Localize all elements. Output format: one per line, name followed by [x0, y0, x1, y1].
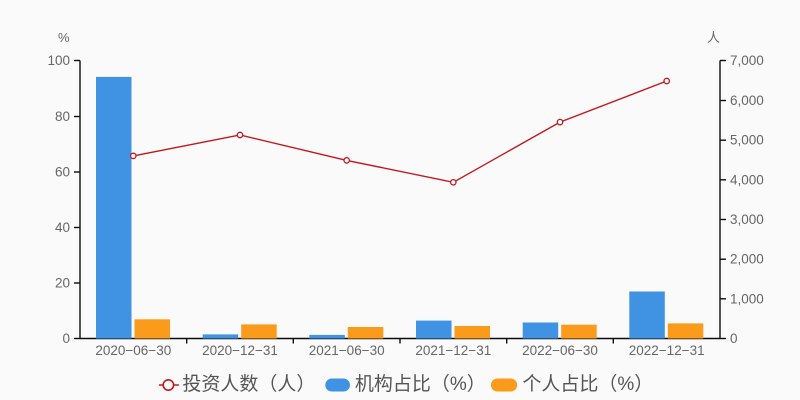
svg-text:60: 60 — [55, 165, 70, 180]
svg-text:7,000: 7,000 — [730, 53, 764, 68]
svg-text:2020−12−31: 2020−12−31 — [202, 343, 278, 358]
svg-text:0: 0 — [730, 331, 738, 346]
svg-text:2021−12−31: 2021−12−31 — [415, 343, 491, 358]
svg-text:2021−06−30: 2021−06−30 — [309, 343, 385, 358]
svg-text:1,000: 1,000 — [730, 291, 764, 306]
svg-text:20: 20 — [55, 276, 70, 291]
svg-text:2022−12−31: 2022−12−31 — [629, 343, 705, 358]
svg-text:%: % — [58, 30, 70, 45]
svg-text:5,000: 5,000 — [730, 133, 764, 148]
svg-text:人: 人 — [707, 30, 720, 45]
svg-text:2022−06−30: 2022−06−30 — [522, 343, 598, 358]
svg-text:4,000: 4,000 — [730, 172, 764, 187]
svg-text:个人占比（%）: 个人占比（%） — [522, 373, 653, 395]
svg-text:100: 100 — [47, 53, 70, 68]
svg-text:6,000: 6,000 — [730, 93, 764, 108]
svg-text:80: 80 — [55, 109, 70, 124]
svg-text:2020−06−30: 2020−06−30 — [95, 343, 171, 358]
svg-text:40: 40 — [55, 220, 70, 235]
svg-text:2,000: 2,000 — [730, 252, 764, 267]
svg-text:3,000: 3,000 — [730, 212, 764, 227]
svg-text:投资人数（人）: 投资人数（人） — [182, 373, 315, 395]
svg-text:机构占比（%）: 机构占比（%） — [355, 373, 486, 395]
svg-text:0: 0 — [62, 331, 70, 346]
